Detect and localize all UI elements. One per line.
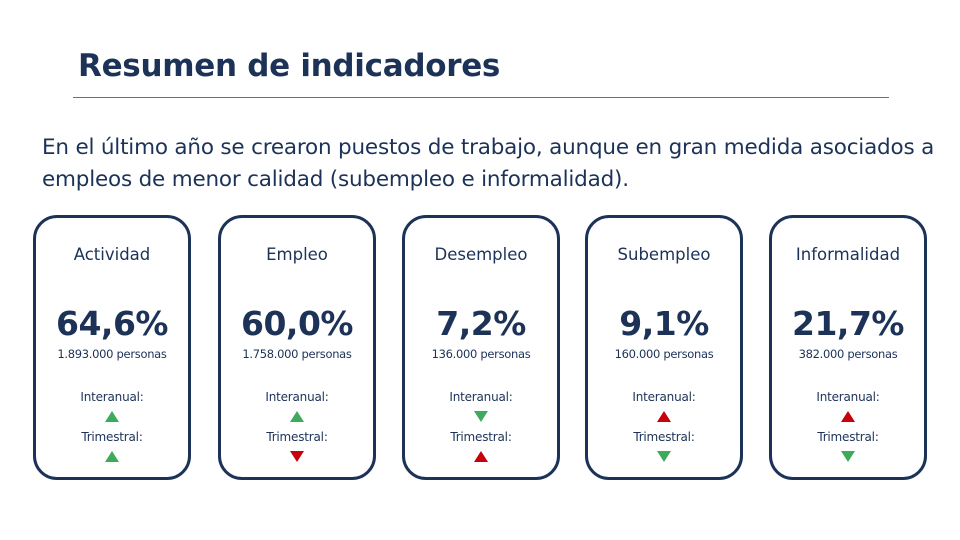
- trimestral-label: Trimestral:: [450, 430, 512, 444]
- interanual-triangle-up-icon: [657, 411, 671, 422]
- trimestral-triangle-up-icon: [474, 451, 488, 462]
- indicator-card-empleo: Empleo 60,0% 1.758.000 personas Interanu…: [218, 215, 376, 480]
- page-title: Resumen de indicadores: [78, 48, 501, 84]
- interanual-triangle-up-icon: [290, 411, 304, 422]
- card-title: Desempleo: [434, 245, 528, 264]
- interanual-label: Interanual:: [265, 390, 329, 404]
- indicator-card-informalidad: Informalidad 21,7% 382.000 personas Inte…: [769, 215, 927, 480]
- interanual-triangle-up-icon: [841, 411, 855, 422]
- trimestral-label: Trimestral:: [817, 430, 879, 444]
- card-persons: 136.000 personas: [431, 347, 531, 361]
- card-title: Actividad: [73, 245, 151, 264]
- card-persons: 1.893.000 personas: [57, 347, 167, 361]
- trimestral-label: Trimestral:: [81, 430, 143, 444]
- indicator-card-actividad: Actividad 64,6% 1.893.000 personas Inter…: [33, 215, 191, 480]
- card-value: 9,1%: [619, 304, 709, 343]
- indicator-card-subempleo: Subempleo 9,1% 160.000 personas Interanu…: [585, 215, 743, 480]
- interanual-label: Interanual:: [816, 390, 880, 404]
- card-persons: 1.758.000 personas: [242, 347, 352, 361]
- interanual-triangle-down-icon: [474, 411, 488, 422]
- title-divider: [73, 97, 889, 98]
- trimestral-triangle-down-icon: [657, 451, 671, 462]
- trimestral-triangle-down-icon: [841, 451, 855, 462]
- card-value: 64,6%: [56, 304, 169, 343]
- indicator-card-desempleo: Desempleo 7,2% 136.000 personas Interanu…: [402, 215, 560, 480]
- card-title: Subempleo: [617, 245, 711, 264]
- interanual-label: Interanual:: [449, 390, 513, 404]
- trimestral-triangle-down-icon: [290, 451, 304, 462]
- trimestral-label: Trimestral:: [633, 430, 695, 444]
- summary-text: En el último año se crearon puestos de t…: [42, 135, 935, 192]
- card-title: Informalidad: [795, 245, 901, 264]
- interanual-label: Interanual:: [80, 390, 144, 404]
- card-value: 60,0%: [241, 304, 354, 343]
- card-persons: 382.000 personas: [798, 347, 898, 361]
- interanual-label: Interanual:: [632, 390, 696, 404]
- interanual-triangle-up-icon: [105, 411, 119, 422]
- card-value: 7,2%: [436, 304, 526, 343]
- trimestral-triangle-up-icon: [105, 451, 119, 462]
- card-value: 21,7%: [792, 304, 905, 343]
- card-persons: 160.000 personas: [614, 347, 714, 361]
- card-title: Empleo: [266, 245, 328, 264]
- trimestral-label: Trimestral:: [266, 430, 328, 444]
